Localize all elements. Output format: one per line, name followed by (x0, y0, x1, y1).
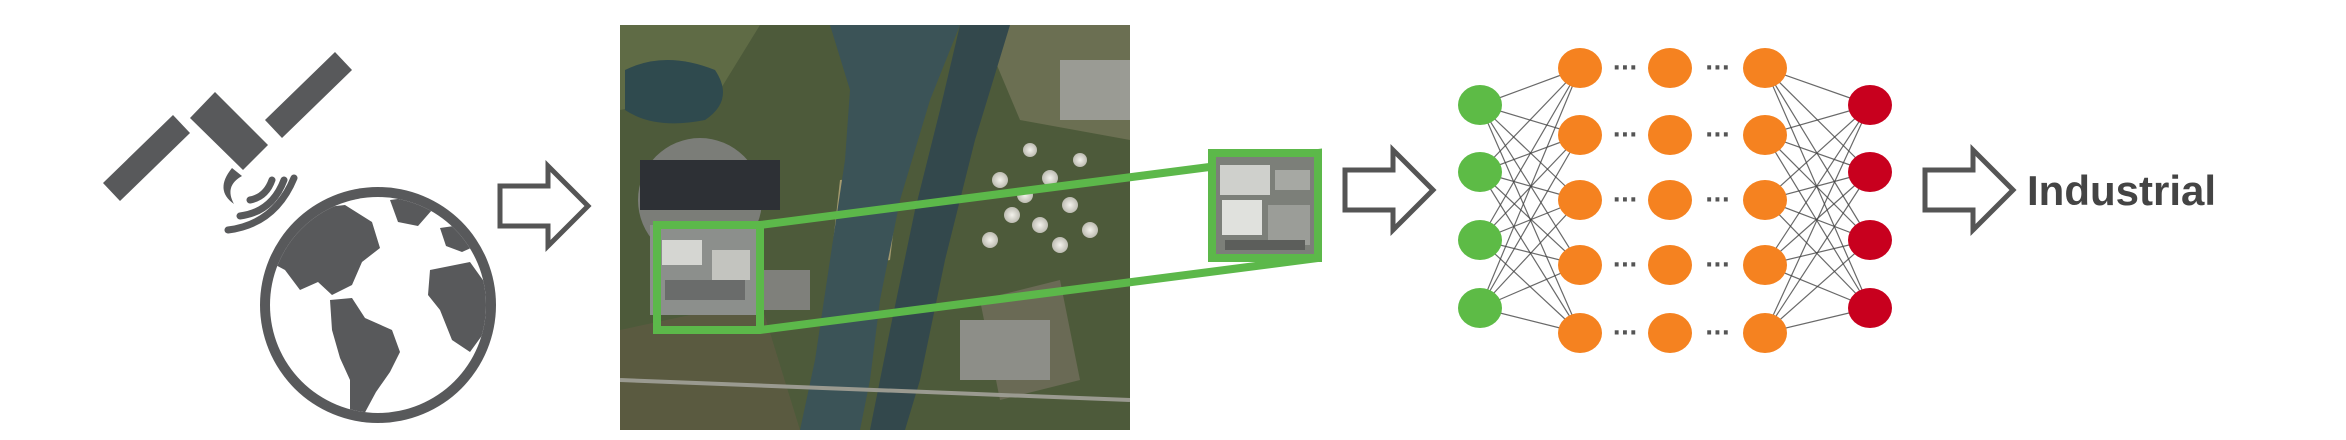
nn-connection (1764, 104, 1871, 201)
hidden-node (1648, 48, 1692, 88)
nn-ellipsis: ··· (1612, 253, 1637, 278)
hidden-node (1558, 48, 1602, 88)
nn-connection (1479, 199, 1581, 309)
nn-connection (1764, 171, 1871, 334)
globe-icon (260, 187, 496, 423)
output-node (1848, 152, 1892, 192)
nn-ellipsis: ··· (1705, 123, 1730, 148)
nn-connection (1764, 104, 1871, 266)
nn-connection (1764, 199, 1871, 309)
hidden-node (1743, 115, 1787, 155)
hidden-node (1558, 115, 1602, 155)
hidden-node (1743, 48, 1787, 88)
nn-ellipsis: ··· (1612, 56, 1637, 81)
hidden-node (1743, 245, 1787, 285)
nn-ellipsis: ··· (1612, 188, 1637, 213)
nn-connection (1764, 239, 1871, 334)
output-node (1848, 220, 1892, 260)
hidden-node (1558, 313, 1602, 353)
right-arrow-icon (1342, 143, 1437, 237)
nn-ellipsis: ··· (1612, 123, 1637, 148)
hidden-node (1558, 180, 1602, 220)
hidden-node (1648, 245, 1692, 285)
nn-ellipsis: ··· (1705, 188, 1730, 213)
hidden-node (1648, 115, 1692, 155)
nn-connection (1479, 67, 1581, 173)
input-node (1458, 85, 1502, 125)
hidden-node (1558, 245, 1602, 285)
nn-connection (1479, 67, 1581, 241)
nn-connection (1479, 104, 1581, 201)
input-node (1458, 152, 1502, 192)
nn-connection (1479, 134, 1581, 309)
nn-connection (1479, 67, 1581, 309)
output-node (1848, 85, 1892, 125)
right-arrow-icon (497, 159, 592, 253)
right-arrow-icon (1922, 143, 2017, 237)
nn-connection (1764, 134, 1871, 241)
nn-ellipsis: ··· (1705, 321, 1730, 346)
output-node (1848, 288, 1892, 328)
input-node (1458, 288, 1502, 328)
nn-connection (1479, 171, 1581, 266)
nn-ellipsis: ··· (1705, 253, 1730, 278)
nn-ellipsis: ··· (1705, 56, 1730, 81)
input-node (1458, 220, 1502, 260)
satellite-image (620, 25, 1130, 430)
nn-connection (1764, 104, 1871, 334)
nn-connection (1479, 104, 1581, 266)
hidden-node (1648, 313, 1692, 353)
hidden-node (1648, 180, 1692, 220)
hidden-node (1743, 180, 1787, 220)
result-label: Industrial (2027, 167, 2216, 214)
zoomed-crop (1208, 149, 1322, 262)
nn-ellipsis: ··· (1612, 321, 1637, 346)
neural-network: ··· ··· ··· ··· ··· ··· ··· ··· ··· ··· (1458, 48, 1892, 353)
nn-connection (1764, 134, 1871, 309)
hidden-node (1743, 313, 1787, 353)
satellite-icon (103, 52, 352, 234)
